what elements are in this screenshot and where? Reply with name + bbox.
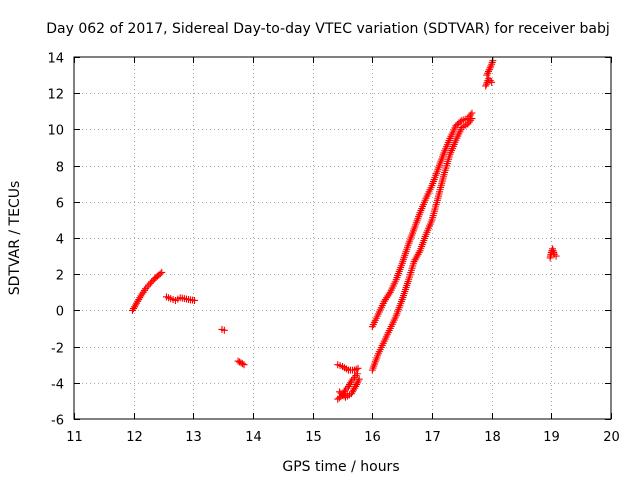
data-point (552, 252, 560, 260)
series-group (546, 245, 560, 262)
data-point (191, 296, 199, 304)
data-point (158, 268, 166, 276)
series-group (218, 325, 248, 369)
x-tick-label: 18 (484, 430, 501, 445)
y-tick-label: 6 (56, 197, 64, 212)
series-group (162, 293, 199, 304)
x-tick-label: 19 (543, 430, 560, 445)
y-tick-label: 0 (56, 305, 64, 320)
y-tick-label: -6 (51, 414, 64, 429)
data-point (239, 360, 247, 368)
data-point (549, 245, 557, 253)
y-tick-label: -2 (51, 342, 64, 357)
data-point (353, 370, 361, 378)
data-point (488, 78, 496, 86)
data-point (240, 361, 248, 369)
x-tick-label: 11 (66, 430, 83, 445)
series-group (128, 268, 166, 314)
data-point (156, 270, 164, 278)
y-tick-label: 10 (47, 124, 64, 139)
x-tick-label: 17 (424, 430, 441, 445)
data-points (128, 57, 560, 403)
axes: 11 12 13 14 15 16 17 18 19 20 -6 -4 -2 0 2 4 6 8 10 12 14 (47, 52, 619, 446)
x-tick-label: 20 (603, 430, 620, 445)
y-tick-label: -4 (51, 378, 64, 393)
data-point (352, 365, 360, 373)
x-tick-label: 15 (305, 430, 322, 445)
grid-lines (74, 57, 611, 419)
series-group (334, 109, 476, 374)
data-point (468, 115, 476, 123)
y-tick-label: 8 (56, 161, 64, 176)
chart-title: Day 062 of 2017, Sidereal Day-to-day VTE… (46, 21, 609, 37)
x-axis-label: GPS time / hours (282, 459, 399, 475)
series-group (482, 57, 497, 90)
y-tick-label: 12 (47, 88, 64, 103)
data-point (354, 364, 362, 372)
y-tick-label: 14 (47, 52, 64, 67)
x-tick-label: 16 (364, 430, 381, 445)
x-tick-label: 13 (185, 430, 202, 445)
x-tick-label: 12 (126, 430, 143, 445)
y-tick-label: 2 (56, 269, 64, 284)
y-axis-label: SDTVAR / TECUs (7, 181, 23, 296)
x-tick-label: 14 (245, 430, 262, 445)
y-tick-label: 4 (56, 233, 64, 248)
data-point (355, 375, 363, 383)
series-group (334, 115, 476, 403)
data-point (220, 326, 228, 334)
